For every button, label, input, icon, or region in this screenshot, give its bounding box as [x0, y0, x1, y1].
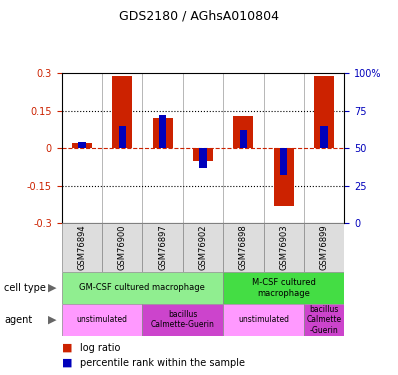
- Bar: [273, 148, 294, 206]
- Text: GSM76899: GSM76899: [320, 225, 329, 270]
- Bar: [152, 118, 173, 148]
- Text: unstimulated: unstimulated: [238, 315, 289, 324]
- Text: GSM76902: GSM76902: [199, 225, 207, 270]
- Text: ■: ■: [62, 358, 72, 368]
- Text: agent: agent: [4, 315, 32, 325]
- Text: GSM76903: GSM76903: [279, 225, 288, 270]
- Bar: [62, 272, 223, 304]
- Bar: [62, 304, 142, 336]
- Bar: [142, 223, 183, 272]
- Bar: [142, 304, 223, 336]
- Bar: [72, 143, 92, 148]
- Text: ▶: ▶: [47, 315, 56, 325]
- Text: unstimulated: unstimulated: [76, 315, 127, 324]
- Bar: [62, 223, 102, 272]
- Text: GM-CSF cultured macrophage: GM-CSF cultured macrophage: [80, 284, 205, 292]
- Bar: [304, 304, 344, 336]
- Bar: [233, 116, 254, 148]
- Bar: [314, 76, 334, 148]
- Text: GDS2180 / AGhsA010804: GDS2180 / AGhsA010804: [119, 9, 279, 22]
- Bar: [280, 148, 287, 175]
- Bar: [183, 223, 223, 272]
- Bar: [78, 142, 86, 148]
- Bar: [112, 76, 132, 148]
- Text: percentile rank within the sample: percentile rank within the sample: [80, 358, 245, 368]
- Bar: [240, 130, 247, 148]
- Text: GSM76894: GSM76894: [77, 225, 86, 270]
- Text: M-CSF cultured
macrophage: M-CSF cultured macrophage: [252, 278, 316, 297]
- Text: log ratio: log ratio: [80, 343, 120, 352]
- Text: GSM76897: GSM76897: [158, 225, 167, 270]
- Bar: [119, 126, 126, 148]
- Bar: [193, 148, 213, 160]
- Bar: [102, 223, 142, 272]
- Bar: [223, 223, 263, 272]
- Text: cell type: cell type: [4, 283, 46, 293]
- Bar: [320, 126, 328, 148]
- Text: GSM76898: GSM76898: [239, 225, 248, 270]
- Text: GSM76900: GSM76900: [118, 225, 127, 270]
- Text: ■: ■: [62, 343, 72, 352]
- Bar: [199, 148, 207, 168]
- Bar: [223, 272, 344, 304]
- Bar: [159, 115, 166, 148]
- Bar: [223, 304, 304, 336]
- Text: bacillus
Calmette
-Guerin: bacillus Calmette -Guerin: [306, 305, 341, 334]
- Text: ▶: ▶: [47, 283, 56, 293]
- Bar: [304, 223, 344, 272]
- Text: bacillus
Calmette-Guerin: bacillus Calmette-Guerin: [151, 310, 215, 329]
- Bar: [263, 223, 304, 272]
